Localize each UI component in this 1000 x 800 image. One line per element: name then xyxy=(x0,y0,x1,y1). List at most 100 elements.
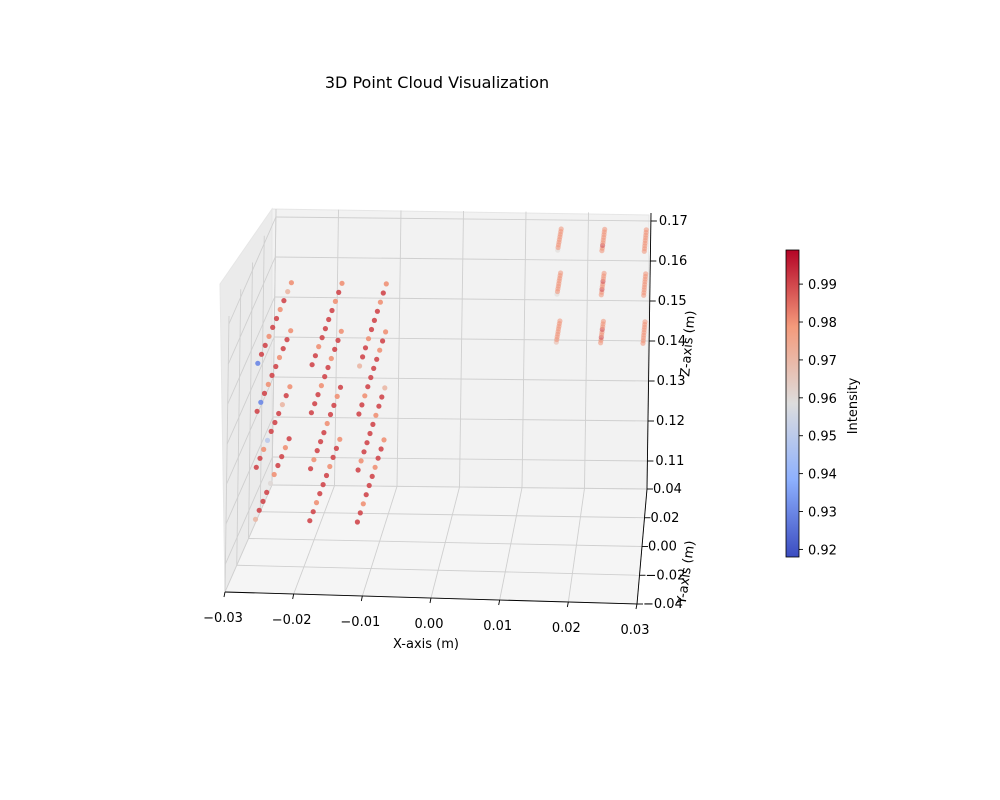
colorbar-tick-label: 0.92 xyxy=(808,543,837,558)
x-tick-label: 0.01 xyxy=(483,619,512,634)
data-point xyxy=(311,457,317,463)
data-point xyxy=(318,439,324,445)
data-point xyxy=(324,420,330,427)
x-tick-label: −0.03 xyxy=(203,611,243,626)
data-point xyxy=(332,346,338,352)
data-point xyxy=(288,328,294,334)
y-tick-label: 0.00 xyxy=(648,540,677,555)
data-point xyxy=(368,374,374,381)
data-point xyxy=(277,306,283,313)
data-point xyxy=(320,482,326,488)
data-point xyxy=(375,455,381,461)
z-tick-label: 0.11 xyxy=(655,454,684,469)
data-point xyxy=(354,519,360,525)
data-point xyxy=(329,307,335,314)
data-point xyxy=(252,516,259,522)
data-point xyxy=(308,410,314,416)
data-point xyxy=(369,473,375,479)
grid-y-side xyxy=(236,289,242,566)
grid-z-back xyxy=(275,216,651,222)
data-point xyxy=(287,384,293,390)
data-point xyxy=(643,271,649,277)
grid-y-side xyxy=(224,315,230,593)
data-point xyxy=(642,319,648,325)
grid-z-side xyxy=(226,336,275,445)
data-point xyxy=(327,463,333,470)
data-point xyxy=(253,464,259,470)
data-point xyxy=(360,354,366,360)
grid-x-back xyxy=(396,210,402,487)
data-point xyxy=(332,298,338,304)
data-point xyxy=(363,492,369,498)
data-point xyxy=(262,342,268,348)
data-point xyxy=(255,360,261,366)
x-tick-label: 0.03 xyxy=(621,623,650,638)
x-axis-label: X-axis (m) xyxy=(393,637,459,652)
colorbar-tick-label: 0.97 xyxy=(808,354,837,369)
data-point xyxy=(272,419,278,426)
data-point xyxy=(379,394,385,400)
grid-z-side xyxy=(224,456,273,565)
tick-labels: −0.03 −0.02 −0.01 0.00 0.01 0.02 0.03 −0.04 −0.0… xyxy=(203,214,688,638)
data-point xyxy=(273,315,280,322)
data-point xyxy=(371,317,377,323)
data-point xyxy=(279,402,285,408)
z-axis-label: Z-axis (m) xyxy=(678,310,699,377)
data-point xyxy=(267,480,274,486)
z-tick-label: 0.17 xyxy=(659,214,688,229)
data-point xyxy=(284,337,290,343)
data-point xyxy=(365,336,372,342)
x-tick-mark xyxy=(360,595,363,602)
data-point xyxy=(330,454,336,460)
z-tick-label: 0.13 xyxy=(657,374,686,389)
data-point xyxy=(283,393,289,399)
data-point xyxy=(319,335,325,341)
grid-x-back xyxy=(521,211,527,488)
z-tick-label: 0.15 xyxy=(658,294,687,309)
data-point xyxy=(307,518,313,524)
data-point xyxy=(260,498,266,504)
y-tick-label: −0.04 xyxy=(643,597,683,612)
colorbar-tick-label: 0.96 xyxy=(808,392,837,407)
data-point xyxy=(377,299,383,305)
data-point xyxy=(312,401,318,407)
data-point xyxy=(602,226,608,232)
x-tick-mark xyxy=(429,597,432,604)
data-point xyxy=(362,345,369,351)
data-point xyxy=(327,411,334,418)
data-point xyxy=(313,500,320,506)
data-point xyxy=(268,428,274,434)
grid-y-side xyxy=(248,262,253,539)
grid-y-floor xyxy=(260,511,645,519)
data-point xyxy=(600,318,607,324)
chart-title: 3D Point Cloud Visualization xyxy=(325,73,549,92)
data-point xyxy=(285,289,291,295)
data-point xyxy=(383,329,389,335)
grid-z-back xyxy=(272,416,648,422)
x-tick-mark xyxy=(498,599,501,606)
data-point xyxy=(323,472,330,479)
data-point xyxy=(264,437,271,443)
grid-y-side xyxy=(259,235,265,512)
grid-x-back xyxy=(459,210,464,488)
data-point xyxy=(257,455,263,461)
grid-y-floor xyxy=(248,538,643,547)
x-tick-label: −0.01 xyxy=(340,615,380,630)
data-point xyxy=(261,446,267,452)
z-tick-label: 0.12 xyxy=(656,414,685,429)
data-point xyxy=(370,421,376,427)
data-point xyxy=(310,509,316,515)
data-point xyxy=(314,448,320,454)
data-point xyxy=(337,436,343,442)
data-point xyxy=(557,318,563,324)
data-point xyxy=(322,326,328,332)
x-tick-mark xyxy=(566,601,569,608)
data-point xyxy=(315,392,321,398)
data-point xyxy=(269,372,275,378)
data-point xyxy=(357,510,363,516)
colorbar-label: Intensity xyxy=(846,377,861,434)
data-point xyxy=(364,440,370,446)
grid-lines xyxy=(224,208,652,605)
data-point xyxy=(308,466,314,472)
